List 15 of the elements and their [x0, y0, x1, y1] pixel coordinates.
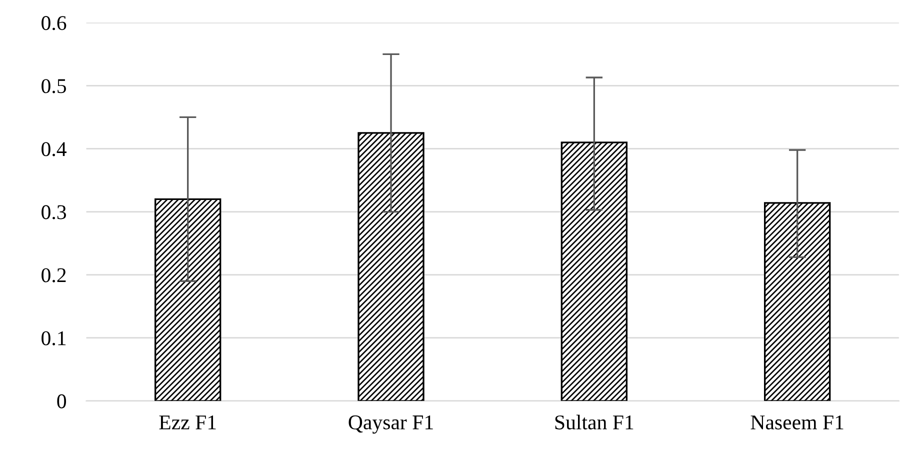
y-tick-label: 0.4	[42, 142, 66, 156]
y-tick-label: 0.1	[42, 331, 66, 346]
y-tick-label: 0.6	[42, 16, 66, 30]
bar	[358, 132, 424, 401]
bar	[764, 202, 831, 401]
x-tick-label: Ezz F1	[159, 415, 216, 430]
bar	[560, 142, 628, 401]
y-tick-label: 0.5	[42, 79, 66, 94]
x-tick-label: Qaysar F1	[348, 415, 433, 434]
x-tick-label: Naseem F1	[750, 415, 844, 430]
y-tick-label: 0.2	[42, 268, 66, 282]
y-tick-label: 0	[57, 394, 66, 408]
y-tick-label: 0.3	[42, 205, 66, 220]
bar	[154, 198, 222, 401]
x-tick-label: Sultan F1	[555, 414, 634, 430]
